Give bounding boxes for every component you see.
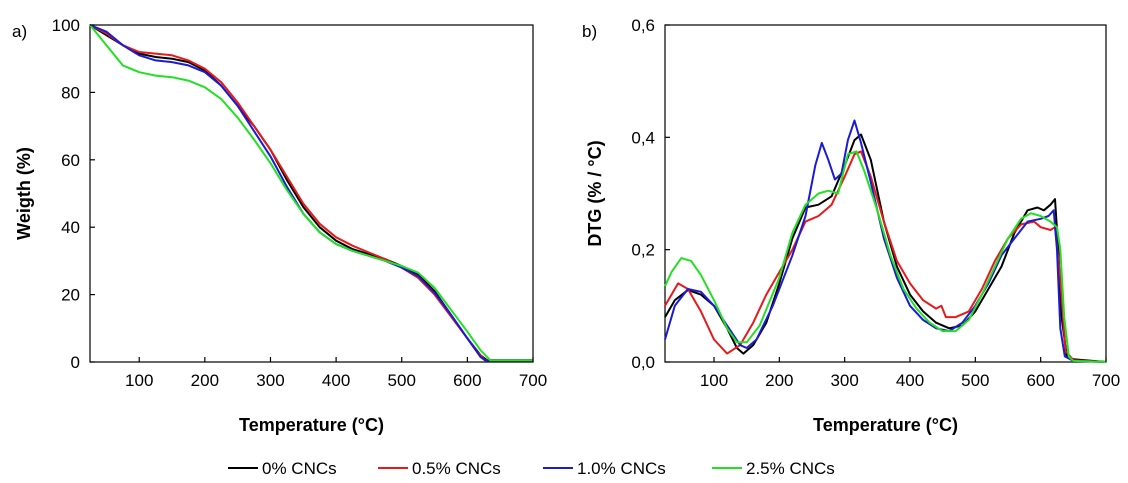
dtg-chart: 100 200 300 400 500 600 700 0,0 0,2 0,4 0,6 b) Tempe… bbox=[582, 16, 1120, 435]
y-tick-label: 0,0 bbox=[631, 353, 655, 372]
legend: 0% CNCs 0.5% CNCs 1.0% CNCs 2.5% CNCs bbox=[228, 459, 835, 478]
series-line-0-5-cncs bbox=[664, 150, 1107, 363]
x-tick-label: 600 bbox=[1026, 371, 1054, 390]
x-tick-label: 400 bbox=[896, 371, 924, 390]
y-tick-label: 0 bbox=[71, 353, 80, 372]
plot-frame bbox=[89, 24, 534, 363]
y-tick-label: 100 bbox=[52, 16, 80, 35]
y-tick-label: 60 bbox=[61, 151, 80, 170]
panel-label: a) bbox=[12, 22, 27, 41]
y-tick-label: 0,6 bbox=[631, 16, 655, 35]
legend-label: 1.0% CNCs bbox=[577, 459, 666, 478]
x-tick-label: 500 bbox=[961, 371, 989, 390]
legend-label: 0% CNCs bbox=[262, 459, 337, 478]
series-line-2-5-cncs bbox=[89, 24, 533, 362]
x-tick-label: 400 bbox=[322, 371, 350, 390]
x-axis-title: Temperature (°C) bbox=[813, 415, 958, 435]
y-tick-label: 20 bbox=[61, 286, 80, 305]
x-tick-label: 200 bbox=[191, 371, 219, 390]
x-tick-label: 300 bbox=[256, 371, 284, 390]
y-axis-title: DTG (% / °C) bbox=[585, 140, 605, 246]
weight-loss-chart: 100 200 300 400 500 600 700 0 20 40 60 80 100 a) Tempe… bbox=[12, 16, 547, 435]
y-tick-label: 40 bbox=[61, 218, 80, 237]
series-line-0-cncs bbox=[664, 133, 1107, 363]
x-tick-label: 300 bbox=[830, 371, 858, 390]
y-tick-label: 80 bbox=[61, 83, 80, 102]
panel-label: b) bbox=[582, 22, 597, 41]
legend-label: 0.5% CNCs bbox=[412, 459, 501, 478]
x-tick-label: 700 bbox=[1092, 371, 1120, 390]
y-axis-title: Weigth (%) bbox=[14, 147, 34, 240]
legend-label: 2.5% CNCs bbox=[746, 459, 835, 478]
x-tick-label: 100 bbox=[125, 371, 153, 390]
x-tick-label: 100 bbox=[700, 371, 728, 390]
x-tick-label: 600 bbox=[453, 371, 481, 390]
x-tick-label: 700 bbox=[519, 371, 547, 390]
series-line-2-5-cncs bbox=[664, 150, 1107, 363]
y-tick-label: 0,4 bbox=[631, 128, 655, 147]
x-tick-label: 500 bbox=[388, 371, 416, 390]
x-axis-title: Temperature (°C) bbox=[239, 415, 384, 435]
x-tick-label: 200 bbox=[765, 371, 793, 390]
y-tick-label: 0,2 bbox=[631, 241, 655, 260]
plot-frame bbox=[664, 24, 1107, 363]
